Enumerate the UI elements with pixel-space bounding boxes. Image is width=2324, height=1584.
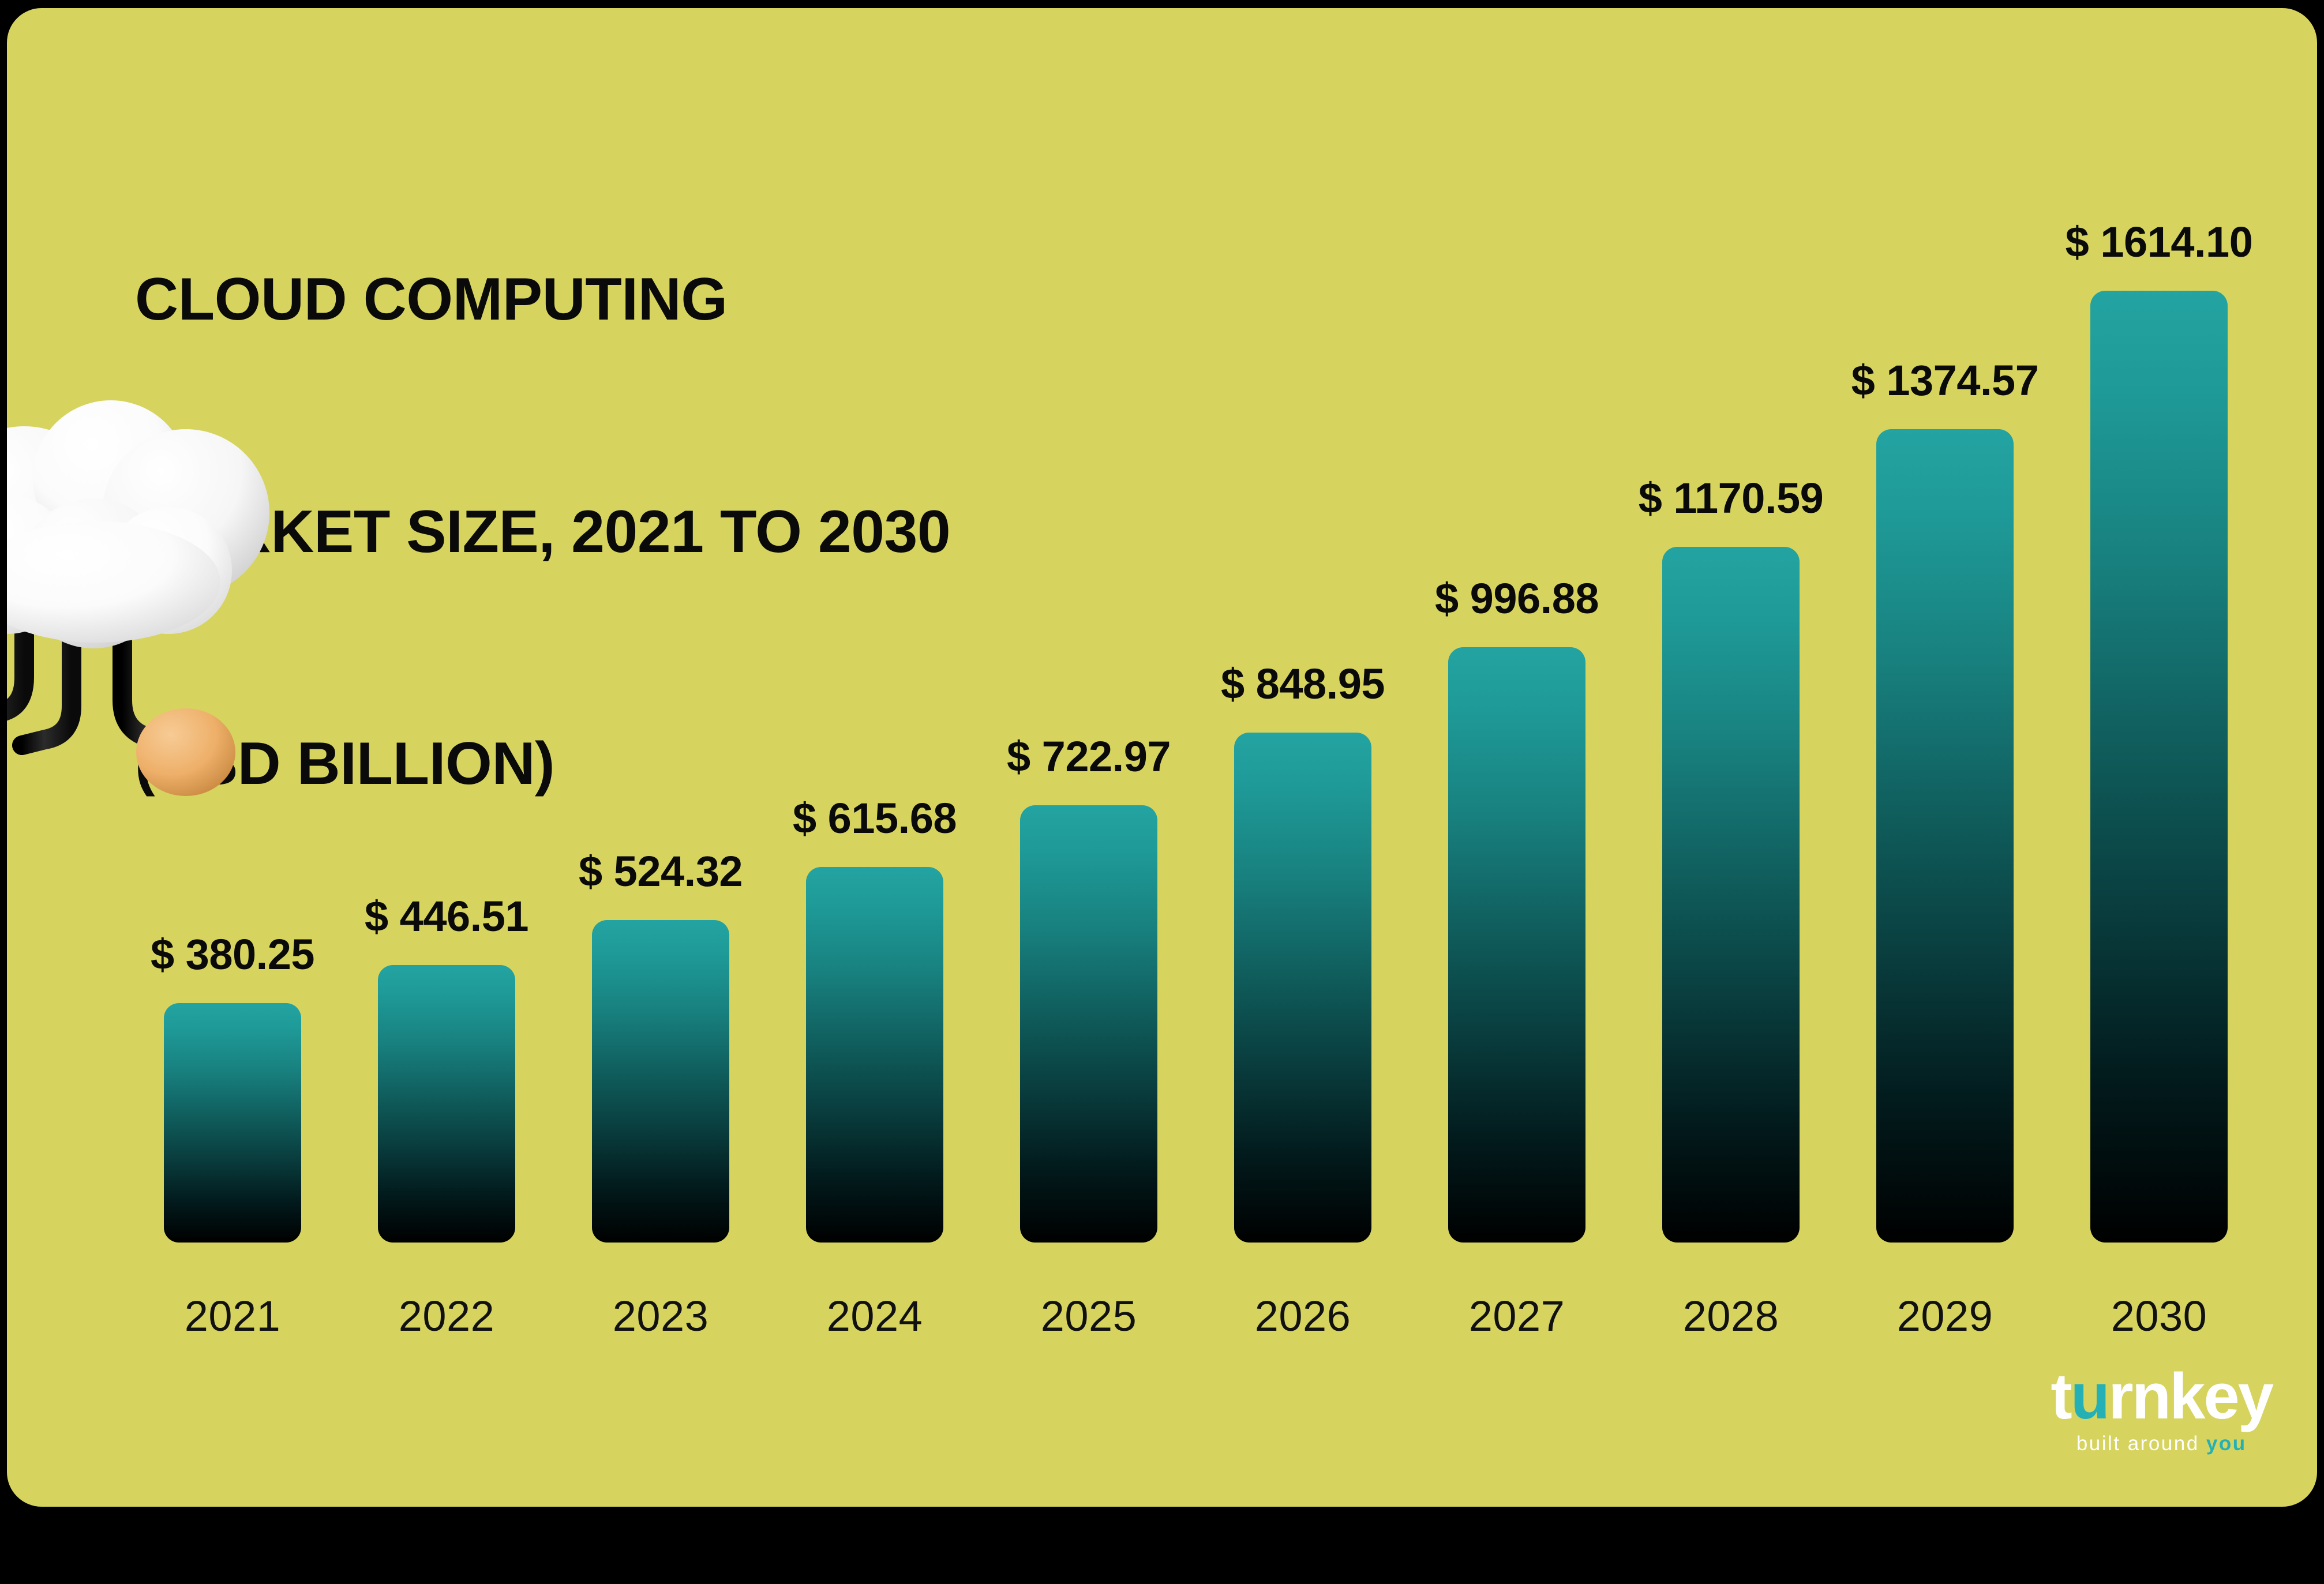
- x-axis-tick-label: 2025: [1040, 1292, 1137, 1340]
- x-axis-tick-label: 2030: [2111, 1292, 2207, 1340]
- chart-bar[interactable]: [164, 1003, 301, 1243]
- logo-text-accent: u: [2070, 1360, 2110, 1432]
- chart-bar[interactable]: [1020, 805, 1157, 1243]
- bar-value-label: $ 380.25: [150, 930, 315, 978]
- x-axis-tick-label: 2021: [184, 1292, 281, 1340]
- chart-bar[interactable]: [1234, 732, 1371, 1243]
- bar-value-label: $ 524.32: [578, 847, 743, 895]
- x-axis-tick-label: 2026: [1254, 1292, 1351, 1340]
- bar-group: $ 1170.59 2028: [1639, 474, 1824, 1340]
- bar-group: $ 996.88 2027: [1435, 575, 1599, 1340]
- bar-value-label: $ 1614.10: [2065, 218, 2253, 266]
- bar-group: $ 446.51 2022: [365, 892, 529, 1340]
- page-title-line-1: CLOUD COMPUTING: [135, 266, 728, 333]
- bar-chart: $ 380.25 2021 $ 446.51 2022 $ 524.32 2023 $ 61…: [7, 8, 2317, 1507]
- bar-value-label: $ 1170.59: [1638, 474, 1824, 522]
- bar-group: $ 1374.57 2029: [1851, 356, 2039, 1340]
- bar-group: $ 615.68 2024: [793, 794, 957, 1340]
- chart-bar[interactable]: [806, 867, 943, 1243]
- bar-value-label: $ 446.51: [364, 892, 529, 940]
- bar-value-label: $ 722.97: [1006, 732, 1171, 780]
- chart-bar[interactable]: [2090, 291, 2228, 1243]
- bar-group: $ 524.32 2023: [579, 847, 743, 1340]
- brand-logo-tagline: built around you: [2051, 1433, 2272, 1454]
- chart-bar[interactable]: [378, 964, 515, 1243]
- bar-group: $ 722.97 2025: [1007, 733, 1171, 1340]
- chart-bar[interactable]: [1662, 546, 1800, 1243]
- bar-value-label: $ 996.88: [1434, 574, 1599, 622]
- x-axis-tick-label: 2022: [398, 1292, 495, 1340]
- bar-value-label: $ 1374.57: [1851, 356, 2039, 404]
- page-title-line-2: MARKET SIZE, 2021 TO 2030: [135, 498, 951, 565]
- bar-group: $ 848.95 2026: [1221, 660, 1385, 1340]
- tagline-accent: you: [2206, 1432, 2247, 1455]
- brand-logo[interactable]: turnkey built around you: [2051, 1364, 2274, 1454]
- chart-bar[interactable]: [1448, 647, 1585, 1243]
- bar-group: $ 380.25 2021: [151, 930, 315, 1340]
- bar-group: $ 1614.10 2030: [2066, 218, 2253, 1340]
- x-axis-tick-label: 2028: [1682, 1292, 1779, 1340]
- logo-text-before: t: [2051, 1360, 2072, 1432]
- chart-bar[interactable]: [592, 919, 729, 1243]
- logo-text-after: rnkey: [2108, 1360, 2274, 1432]
- brand-logo-wordmark: turnkey: [2051, 1364, 2274, 1429]
- chart-bar[interactable]: [1876, 429, 2014, 1243]
- poster-card: CLOUD COMPUTING MARKET SIZE, 2021 TO 203…: [7, 8, 2317, 1507]
- bar-value-label: $ 615.68: [792, 794, 957, 843]
- x-axis-tick-label: 2027: [1468, 1292, 1565, 1340]
- x-axis-tick-label: 2024: [826, 1292, 923, 1340]
- bar-value-label: $ 848.95: [1220, 659, 1385, 708]
- x-axis-tick-label: 2023: [612, 1292, 709, 1340]
- x-axis-tick-label: 2029: [1896, 1292, 1993, 1340]
- tagline-text: built around: [2076, 1432, 2206, 1455]
